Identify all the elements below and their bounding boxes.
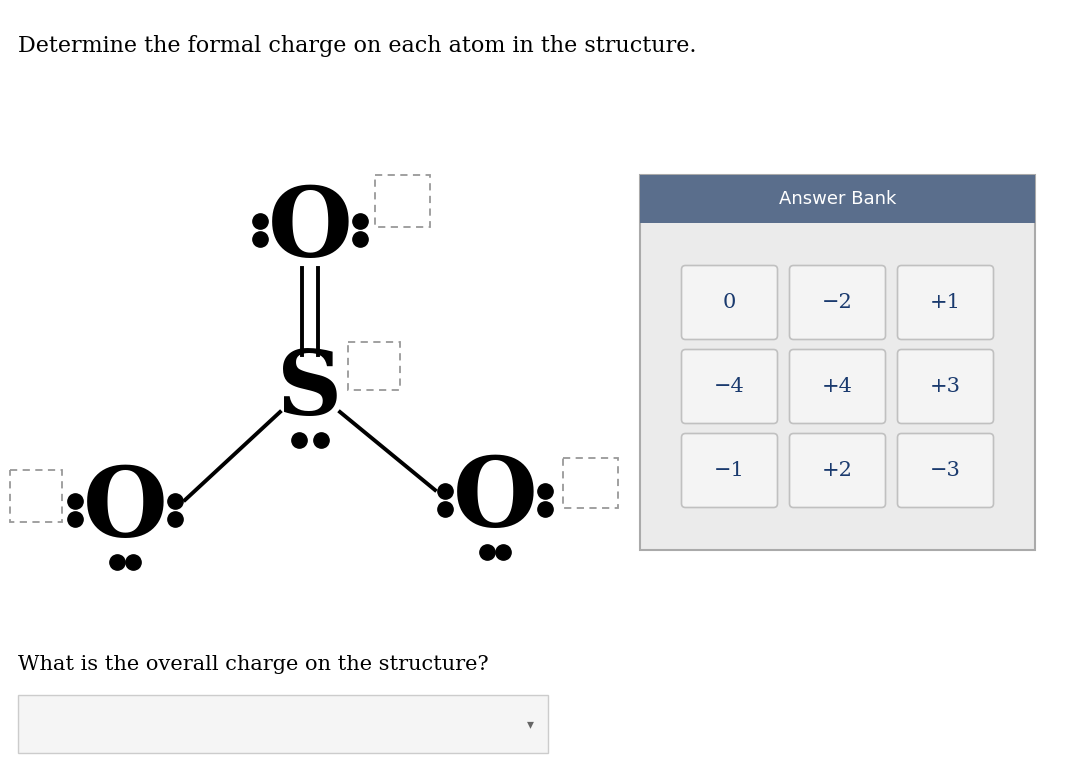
Text: S: S [277, 346, 343, 433]
Text: −4: −4 [714, 377, 745, 396]
Text: +4: +4 [822, 377, 852, 396]
FancyBboxPatch shape [898, 265, 993, 339]
Text: −2: −2 [822, 293, 852, 312]
FancyBboxPatch shape [682, 433, 777, 507]
FancyBboxPatch shape [640, 175, 1035, 223]
Text: What is the overall charge on the structure?: What is the overall charge on the struct… [18, 655, 489, 674]
FancyBboxPatch shape [682, 265, 777, 339]
FancyBboxPatch shape [898, 349, 993, 423]
Text: O: O [83, 463, 168, 557]
FancyBboxPatch shape [640, 175, 1035, 550]
Text: O: O [268, 183, 353, 277]
FancyBboxPatch shape [789, 265, 886, 339]
FancyBboxPatch shape [789, 433, 886, 507]
FancyBboxPatch shape [348, 342, 400, 390]
Text: Determine the formal charge on each atom in the structure.: Determine the formal charge on each atom… [18, 35, 697, 57]
Text: +1: +1 [930, 293, 961, 312]
Text: −1: −1 [714, 461, 745, 480]
FancyBboxPatch shape [10, 470, 62, 522]
FancyBboxPatch shape [789, 349, 886, 423]
Text: −3: −3 [930, 461, 961, 480]
FancyBboxPatch shape [682, 349, 777, 423]
Text: +3: +3 [930, 377, 961, 396]
Text: O: O [453, 453, 538, 547]
Text: +2: +2 [822, 461, 852, 480]
Text: ▾: ▾ [527, 717, 533, 731]
FancyBboxPatch shape [563, 458, 618, 508]
FancyBboxPatch shape [18, 695, 548, 753]
FancyBboxPatch shape [375, 175, 430, 227]
Text: 0: 0 [722, 293, 736, 312]
FancyBboxPatch shape [898, 433, 993, 507]
Text: Answer Bank: Answer Bank [778, 190, 897, 208]
